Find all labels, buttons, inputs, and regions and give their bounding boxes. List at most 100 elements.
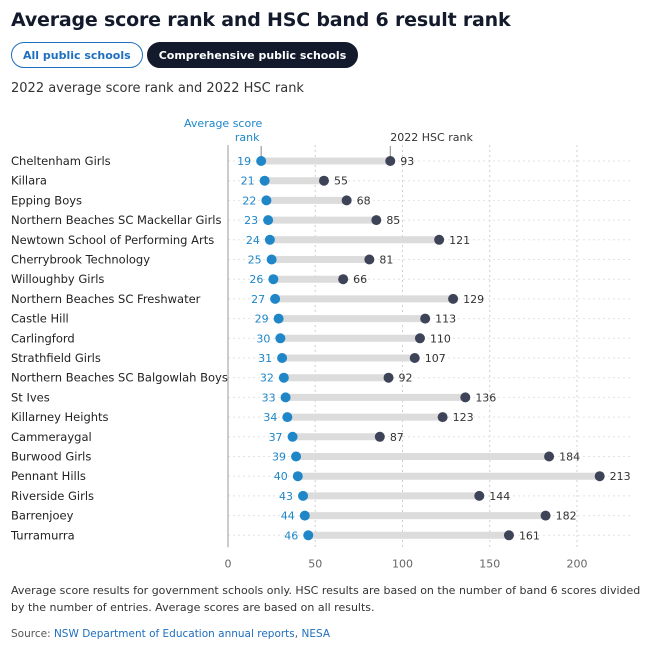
source-link-nsw-education[interactable]: NSW Department of Education annual repor…: [53, 628, 295, 640]
hsc-rank-dot: [437, 412, 448, 423]
hsc-rank-value: 85: [386, 214, 400, 227]
school-label: Newtown School of Performing Arts: [11, 233, 214, 247]
legend-average-score-rank-line2: rank: [235, 131, 260, 144]
average-rank-value: 44: [281, 510, 295, 523]
school-label: Burwood Girls: [11, 450, 91, 464]
average-rank-value: 19: [237, 155, 251, 168]
hsc-rank-dot: [385, 156, 396, 166]
average-rank-value: 39: [272, 451, 286, 464]
school-label: Cheltenham Girls: [11, 154, 111, 168]
average-rank-value: 29: [255, 313, 269, 326]
hsc-rank-dot: [448, 293, 459, 304]
average-rank-value: 43: [279, 490, 293, 503]
school-label: Riverside Girls: [11, 489, 94, 503]
hsc-rank-dot: [383, 372, 394, 383]
legend-average-score-rank-line1: Average score: [184, 117, 262, 130]
hsc-rank-dot: [544, 451, 555, 462]
hsc-rank-dot: [414, 333, 425, 344]
hsc-rank-value: 129: [463, 293, 484, 306]
school-label: Cherrybrook Technology: [11, 253, 150, 267]
hsc-rank-value: 144: [489, 490, 510, 503]
hsc-rank-dot: [318, 175, 329, 186]
average-rank-dot: [263, 215, 274, 226]
school-label: Killara: [11, 174, 47, 188]
hsc-rank-dot: [594, 471, 605, 482]
average-rank-value: 37: [269, 431, 283, 444]
hsc-rank-value: 123: [453, 411, 474, 424]
school-label: Cammeraygal: [11, 430, 92, 444]
hsc-rank-value: 68: [357, 194, 371, 207]
hsc-rank-dot: [460, 392, 471, 403]
average-rank-dot: [287, 431, 298, 442]
hsc-rank-value: 184: [559, 451, 580, 464]
hsc-rank-dot: [420, 313, 431, 324]
school-label: Strathfield Girls: [11, 351, 101, 365]
source-separator: ,: [294, 628, 299, 640]
average-rank-value: 25: [248, 254, 262, 267]
source-link-nesa[interactable]: NESA: [301, 628, 331, 640]
x-tick-label: 200: [567, 557, 588, 570]
hsc-rank-dot: [434, 234, 445, 245]
average-rank-dot: [266, 254, 277, 265]
school-label: Pennant Hills: [11, 469, 86, 483]
average-rank-dot: [280, 392, 291, 403]
average-rank-value: 27: [251, 293, 265, 306]
average-rank-dot: [282, 412, 293, 423]
average-rank-dot: [275, 333, 286, 344]
hsc-rank-dot: [374, 431, 385, 442]
average-rank-dot: [270, 293, 281, 304]
hsc-rank-value: 121: [449, 234, 470, 247]
average-rank-dot: [278, 372, 289, 383]
hsc-rank-value: 113: [435, 313, 456, 326]
school-label: Epping Boys: [11, 193, 82, 207]
source-line: Source: NSW Department of Education annu…: [11, 628, 330, 640]
hsc-rank-value: 66: [353, 273, 367, 286]
hsc-rank-dot: [503, 530, 514, 541]
school-label: Barrenjoey: [11, 509, 74, 523]
hsc-rank-value: 110: [430, 332, 451, 345]
school-label: Killarney Heights: [11, 410, 109, 424]
average-rank-dot: [299, 510, 310, 521]
hsc-rank-value: 81: [379, 254, 393, 267]
hsc-rank-dot: [338, 274, 349, 285]
hsc-rank-value: 92: [399, 372, 413, 385]
source-label: Source:: [11, 628, 51, 640]
average-rank-value: 24: [246, 234, 260, 247]
x-tick-label: 0: [225, 557, 232, 570]
average-rank-dot: [256, 156, 267, 166]
school-label: Northern Beaches SC Freshwater: [11, 292, 201, 306]
average-rank-value: 32: [260, 372, 274, 385]
hsc-rank-dot: [364, 254, 375, 265]
hsc-rank-value: 93: [400, 155, 414, 168]
tab-all-public-schools[interactable]: All public schools: [11, 42, 143, 68]
legend-hsc-rank: 2022 HSC rank: [390, 131, 473, 144]
school-label: St Ives: [11, 390, 50, 404]
hsc-rank-value: 55: [334, 175, 348, 188]
average-rank-value: 46: [284, 529, 298, 542]
hsc-rank-value: 213: [610, 470, 631, 483]
hsc-rank-value: 161: [519, 529, 540, 542]
tab-comprehensive-public-schools[interactable]: Comprehensive public schools: [146, 42, 359, 68]
chart-title: Average score rank and HSC band 6 result…: [11, 9, 511, 31]
school-label: Carlingford: [11, 331, 75, 345]
school-label: Castle Hill: [11, 312, 69, 326]
average-rank-dot: [264, 234, 275, 245]
school-label: Northern Beaches SC Balgowlah Boys: [11, 371, 228, 385]
hsc-rank-dot: [371, 215, 382, 226]
average-rank-value: 22: [242, 194, 256, 207]
average-rank-value: 40: [274, 470, 288, 483]
average-rank-value: 31: [258, 352, 272, 365]
x-tick-label: 50: [308, 557, 322, 570]
average-rank-dot: [277, 353, 288, 363]
average-rank-value: 30: [256, 332, 270, 345]
average-rank-value: 34: [263, 411, 277, 424]
average-rank-dot: [259, 175, 270, 186]
average-rank-dot: [292, 471, 303, 482]
average-rank-value: 23: [244, 214, 258, 227]
average-rank-value: 26: [249, 273, 263, 286]
hsc-rank-value: 136: [475, 391, 496, 404]
average-rank-dot: [303, 530, 314, 541]
average-rank-dot: [291, 451, 302, 462]
hsc-rank-value: 107: [425, 352, 446, 365]
